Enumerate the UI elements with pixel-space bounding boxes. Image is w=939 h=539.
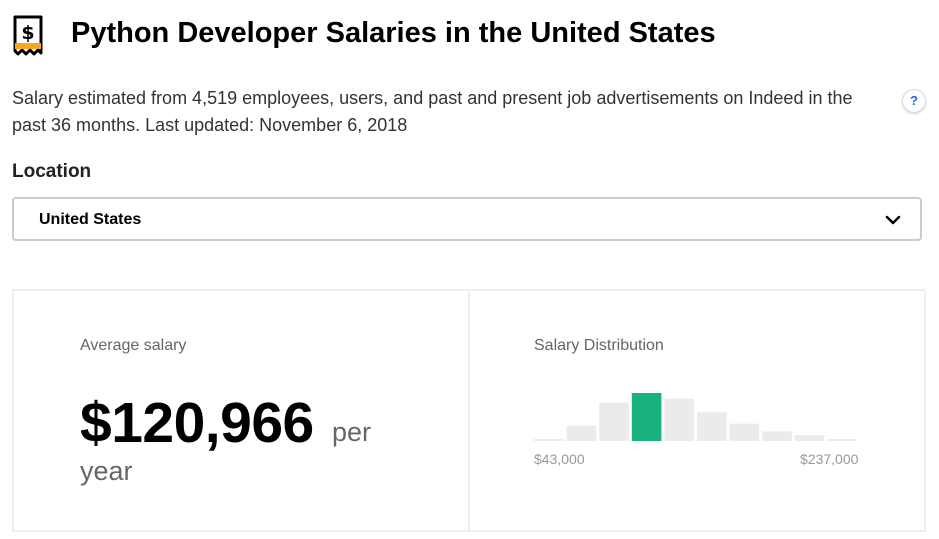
average-salary-period: year xyxy=(80,456,133,486)
histogram-min-label: $43,000 xyxy=(534,451,585,467)
svg-text:$: $ xyxy=(21,22,34,44)
histogram-bar-highlighted xyxy=(631,393,662,441)
histogram-bar xyxy=(827,439,857,441)
salary-summary: Salary estimated from 4,519 employees, u… xyxy=(12,88,853,135)
histogram-bar xyxy=(566,425,597,441)
histogram-bar xyxy=(697,412,727,441)
salary-cards: Average salary $120,966 per year Salary … xyxy=(12,289,926,532)
location-select-value: United States xyxy=(39,211,142,228)
histogram-bar xyxy=(729,423,760,441)
histogram-bar xyxy=(794,435,825,441)
page-title: Python Developer Salaries in the United … xyxy=(71,17,716,49)
average-salary-card: Average salary $120,966 per year xyxy=(14,291,468,530)
salary-tag-icon: $ xyxy=(13,15,43,56)
salary-distribution-label: Salary Distribution xyxy=(534,337,664,354)
average-salary-per: per xyxy=(332,417,372,447)
average-salary-value: $120,966 xyxy=(80,391,314,455)
average-salary-label: Average salary xyxy=(80,337,187,354)
histogram-bar xyxy=(599,402,629,441)
histogram-bar xyxy=(762,431,792,441)
histogram-max-label: $237,000 xyxy=(800,451,859,467)
chevron-down-icon xyxy=(885,215,901,225)
histogram-bar xyxy=(534,439,564,441)
salary-histogram xyxy=(534,393,857,441)
salary-distribution-card: Salary Distribution $43,000 $237,000 xyxy=(468,291,924,530)
location-select[interactable]: United States xyxy=(12,197,922,241)
page-header: $ xyxy=(12,14,44,58)
histogram-bar xyxy=(664,398,694,441)
location-label: Location xyxy=(12,161,92,182)
help-button[interactable]: ? xyxy=(902,89,926,113)
